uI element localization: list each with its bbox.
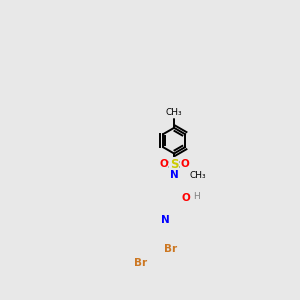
Text: Br: Br <box>134 258 147 268</box>
Text: H: H <box>193 192 200 201</box>
Text: S: S <box>170 158 178 171</box>
Text: O: O <box>182 193 190 203</box>
Text: Br: Br <box>164 244 178 254</box>
Text: CH₃: CH₃ <box>189 171 206 180</box>
Text: O: O <box>180 159 189 170</box>
Text: O: O <box>159 159 168 170</box>
Text: N: N <box>161 215 170 225</box>
Text: N: N <box>170 170 178 180</box>
Text: CH₃: CH₃ <box>166 108 182 117</box>
